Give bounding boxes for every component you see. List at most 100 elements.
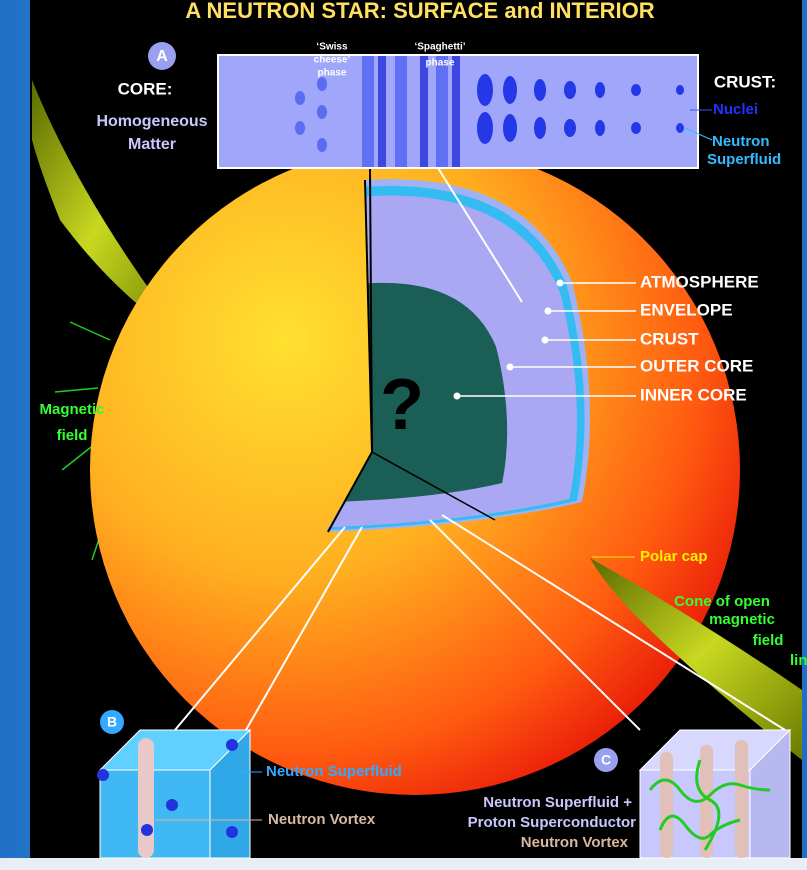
vortex-tube [660, 752, 673, 858]
connector [441, 514, 786, 731]
cone-label: lines [790, 652, 807, 669]
spaghetti-label: phase [426, 58, 455, 69]
cone-label: Cone of open [674, 593, 770, 610]
swiss-label: phase [318, 68, 347, 79]
cut-edge [371, 451, 496, 521]
layer-label: INNER CORE [640, 385, 747, 404]
field-tick [69, 321, 111, 341]
layer-label: ATMOSPHERE [640, 272, 759, 291]
cut-edge [327, 451, 373, 533]
cutaway [326, 179, 590, 532]
flux-tubes [648, 759, 771, 851]
nucleus [564, 81, 576, 99]
layer [343, 282, 508, 502]
bubble [317, 105, 327, 119]
rod [378, 56, 386, 167]
nuclei-label: Nuclei [713, 101, 758, 118]
layer-label: OUTER CORE [640, 356, 753, 375]
connector [684, 127, 713, 141]
connector [429, 519, 641, 731]
neutron [226, 826, 238, 838]
nucleus [503, 76, 517, 104]
pointer-dot [541, 336, 549, 344]
vortex-tubes [660, 740, 748, 858]
vortex-tube [700, 745, 713, 858]
connector [174, 526, 346, 731]
cone-label: field [753, 632, 784, 649]
layer-label: CRUST [640, 329, 699, 348]
core-heading: CORE: [118, 79, 173, 98]
nucleus [477, 74, 493, 106]
marker-a [148, 42, 176, 70]
nucleus [676, 85, 684, 95]
rod [452, 56, 460, 167]
core-text: Matter [128, 136, 176, 153]
crust-heading: CRUST: [714, 72, 776, 91]
spaghetti-label: ‘Spaghetti’ [414, 42, 465, 53]
rod [436, 56, 448, 167]
crust-text: Neutron [712, 133, 770, 150]
nucleus [503, 114, 517, 142]
pointer-dot [544, 307, 552, 315]
panel-c-vortex: Neutron Vortex [521, 834, 629, 851]
pointer-dot [556, 279, 564, 287]
bubble [295, 121, 305, 135]
nucleus [595, 120, 605, 136]
neutron [166, 799, 178, 811]
panel-c-text: Proton Superconductor [468, 814, 636, 831]
nucleus [477, 112, 493, 144]
vortex-tube [138, 738, 154, 858]
nucleus [631, 84, 641, 96]
panel-c-text: Neutron Superfluid + [483, 794, 632, 811]
panel-b-vortex: Neutron Vortex [268, 811, 376, 828]
pointer-dot [453, 392, 461, 400]
field-lines-left [32, 80, 185, 338]
marker-c-label: C [601, 752, 611, 768]
nucleus [631, 122, 641, 134]
neutron [226, 739, 238, 751]
title: A NEUTRON STAR: SURFACE and INTERIOR [185, 0, 654, 23]
field-tick [54, 387, 99, 393]
neutrons [97, 739, 238, 838]
polar-cap-label: Polar cap [640, 548, 708, 565]
crust-text: Superfluid [707, 151, 781, 168]
open-field-cone [590, 558, 802, 760]
cone-label: magnetic [709, 611, 775, 628]
nucleus [534, 117, 546, 139]
connector [369, 167, 373, 453]
unknown-mark: ? [380, 365, 424, 445]
pointer-dot [506, 363, 514, 371]
bottom-strip [0, 858, 807, 870]
vortex-tube [735, 740, 748, 858]
marker-a-label: A [156, 48, 168, 65]
connector [437, 167, 523, 303]
swiss-label: ‘Swiss [316, 42, 348, 53]
marker-c [594, 748, 618, 772]
rod [420, 56, 428, 167]
neutron [141, 824, 153, 836]
layer-labels: ATMOSPHERE ENVELOPE CRUST OUTER CORE INNER C… [453, 272, 759, 404]
bubble [317, 77, 327, 91]
bubble [295, 91, 305, 105]
rod [362, 56, 374, 167]
nucleus [595, 82, 605, 98]
marker-b [100, 710, 124, 734]
layer-label: ENVELOPE [640, 300, 733, 319]
magnetic-field-label: field [57, 427, 88, 444]
rod [395, 56, 407, 167]
swiss-label: cheese’ [314, 55, 351, 66]
nucleus [564, 119, 576, 137]
nucleus [676, 123, 684, 133]
cube-front [99, 769, 211, 859]
neutron [97, 769, 109, 781]
core-text: Homogeneous [96, 113, 207, 130]
marker-b-label: B [107, 714, 117, 730]
crust-phases [295, 56, 684, 167]
connector [245, 526, 363, 731]
nucleus [534, 79, 546, 101]
bubble [317, 138, 327, 152]
panel-b-superfluid: Neutron Superfluid [266, 763, 402, 780]
magnetic-field-label: Magnetic [39, 401, 104, 418]
